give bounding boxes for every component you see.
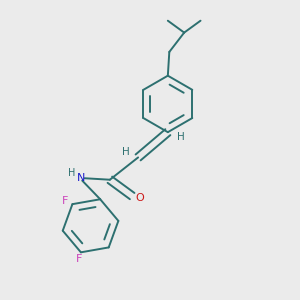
Text: H: H [122, 147, 130, 157]
Text: N: N [77, 172, 85, 183]
Text: H: H [177, 132, 185, 142]
Text: H: H [68, 168, 76, 178]
Text: O: O [135, 193, 144, 202]
Text: F: F [76, 254, 83, 264]
Text: F: F [62, 196, 68, 206]
